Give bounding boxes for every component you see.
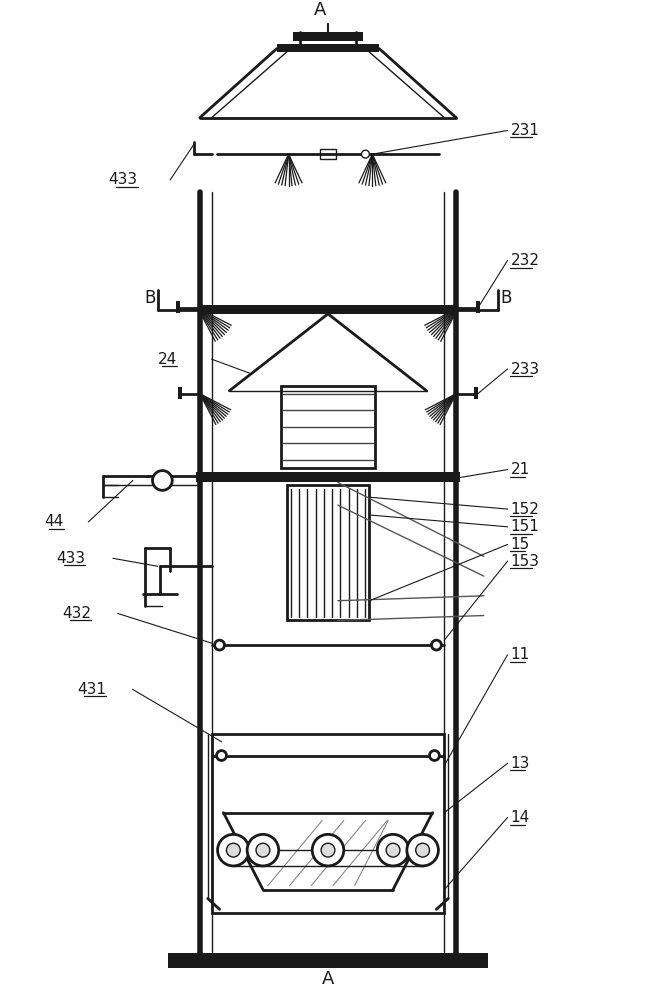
Bar	[168, 953, 488, 968]
Circle shape	[217, 834, 249, 866]
Circle shape	[312, 834, 344, 866]
Bar	[476, 301, 480, 313]
Circle shape	[217, 751, 227, 760]
Bar	[276, 44, 379, 52]
Text: B: B	[144, 289, 155, 307]
Circle shape	[153, 471, 172, 490]
Bar	[474, 387, 478, 399]
Bar	[198, 305, 458, 314]
Bar	[176, 301, 180, 313]
Circle shape	[432, 640, 441, 650]
Circle shape	[386, 843, 400, 857]
Text: 433: 433	[56, 551, 85, 566]
Circle shape	[247, 834, 278, 866]
Circle shape	[321, 843, 335, 857]
Text: 151: 151	[510, 519, 539, 534]
Text: 433: 433	[109, 172, 138, 187]
Bar	[178, 387, 182, 399]
Bar	[320, 149, 336, 159]
Bar	[212, 734, 444, 913]
Text: 231: 231	[510, 123, 539, 138]
Circle shape	[362, 150, 369, 158]
Text: 14: 14	[510, 810, 530, 825]
Text: 13: 13	[510, 756, 530, 771]
Circle shape	[377, 834, 409, 866]
Text: 11: 11	[510, 647, 530, 662]
Circle shape	[407, 834, 438, 866]
Text: 44: 44	[45, 514, 64, 529]
Text: 232: 232	[510, 253, 539, 268]
Text: 15: 15	[510, 537, 530, 552]
Text: 153: 153	[510, 554, 539, 569]
Circle shape	[227, 843, 240, 857]
Bar	[196, 472, 460, 482]
Text: 21: 21	[510, 462, 530, 477]
Circle shape	[416, 843, 430, 857]
Circle shape	[430, 751, 440, 760]
Circle shape	[256, 843, 270, 857]
Circle shape	[215, 640, 225, 650]
Text: B: B	[500, 289, 512, 307]
Text: A: A	[314, 1, 326, 19]
Bar	[287, 485, 369, 620]
Text: 24: 24	[158, 352, 177, 367]
Text: A: A	[322, 970, 334, 988]
Text: 233: 233	[510, 362, 540, 377]
Bar	[281, 386, 375, 468]
Text: 432: 432	[62, 606, 92, 621]
Bar	[293, 32, 364, 41]
Text: 431: 431	[77, 682, 106, 697]
Text: 152: 152	[510, 502, 539, 517]
